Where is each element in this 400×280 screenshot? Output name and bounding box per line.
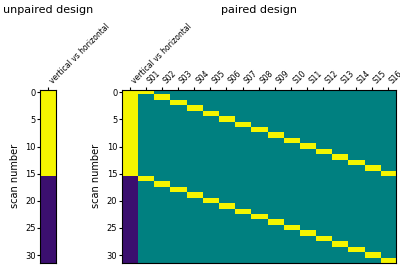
Title: unpaired design: unpaired design: [3, 5, 93, 15]
Y-axis label: scan number: scan number: [91, 144, 101, 209]
Title: paired design: paired design: [221, 5, 297, 15]
Y-axis label: scan number: scan number: [10, 144, 20, 209]
